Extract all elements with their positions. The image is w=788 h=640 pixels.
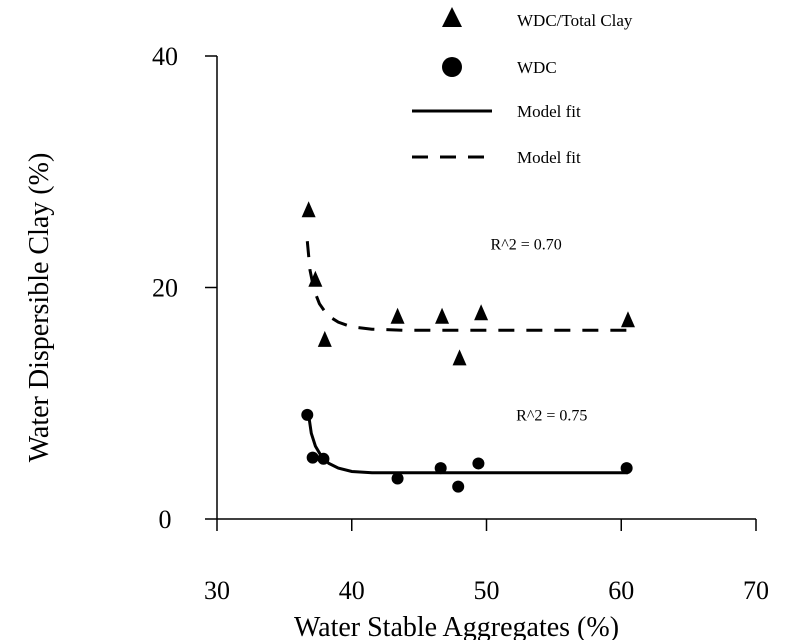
legend-label: Model fit	[517, 102, 581, 121]
triangle-point	[474, 304, 489, 321]
circle-point	[301, 408, 314, 421]
triangle-point	[452, 349, 467, 366]
y-tick-label-20: 20	[152, 274, 178, 303]
data-points	[301, 201, 635, 493]
model-fit-lines	[305, 241, 628, 475]
x-tick-label-40: 40	[339, 576, 365, 605]
x-tick-label-70: 70	[743, 576, 769, 605]
model-fit-solid-line	[307, 414, 628, 475]
y-ticks: 0 20 40	[152, 42, 217, 534]
triangle-point	[390, 307, 405, 324]
x-axis-title: Water Stable Aggregates (%)	[294, 612, 619, 640]
legend-label: WDC/Total Clay	[517, 11, 633, 30]
circle-point	[472, 457, 485, 470]
y-tick-label-40: 40	[152, 42, 178, 71]
circle-point	[452, 480, 465, 493]
triangle-point	[317, 330, 332, 347]
legend: WDC/Total Clay WDC Model fit Model fit	[412, 7, 633, 167]
circle-point	[391, 472, 404, 485]
x-tick-label-50: 50	[474, 576, 500, 605]
r-squared-label: R^2 = 0.75	[516, 408, 587, 425]
x-tick-label-60: 60	[608, 576, 634, 605]
triangle-point	[620, 311, 635, 328]
legend-triangle-symbol	[442, 7, 462, 27]
y-axis-title: Water Dispersible Clay (%)	[24, 153, 55, 463]
triangle-point	[435, 307, 450, 324]
x-ticks: 30 40 50 60 70	[204, 519, 769, 605]
y-tick-label-0: 0	[159, 505, 172, 534]
circle-point	[620, 462, 633, 475]
axes	[216, 56, 756, 520]
circle-point	[306, 451, 319, 464]
x-tick-label-30: 30	[204, 576, 230, 605]
legend-label: Model fit	[517, 148, 581, 167]
triangle-point	[301, 201, 316, 218]
circle-point	[434, 462, 447, 475]
circle-point	[317, 452, 330, 465]
legend-circle-symbol	[442, 57, 462, 77]
r-squared-label: R^2 = 0.70	[491, 236, 562, 253]
annotations: R^2 = 0.70 R^2 = 0.75	[491, 236, 588, 424]
model-fit-dashed-line	[305, 241, 628, 332]
legend-label: WDC	[517, 58, 557, 77]
triangle-point	[308, 270, 323, 287]
